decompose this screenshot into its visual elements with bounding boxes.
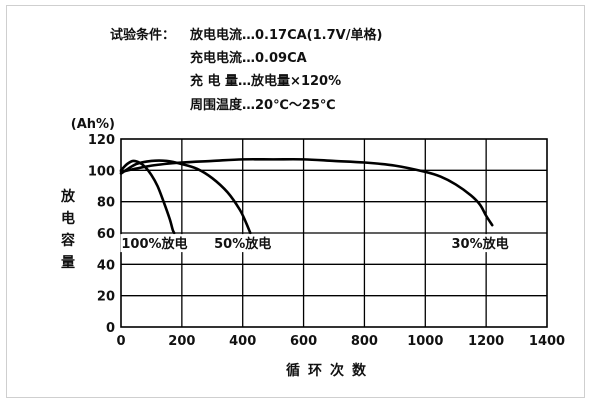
annotation-bg (208, 234, 277, 253)
x-tick-label: 400 (229, 334, 256, 349)
annotations: 100%放电 50%放电 30%放电 (120, 234, 515, 253)
tick-labels: 0 200 400 600 800 1000 1200 1400 0 20 40 60 80 100 120… (71, 117, 565, 349)
x-tick-label: 1000 (407, 334, 443, 349)
condition-charge-current: 充电电流…0.09CA (190, 51, 307, 66)
y-axis-label: 放电容量 (61, 189, 75, 271)
y-tick-label: 60 (97, 227, 115, 242)
condition-discharge-current: 放电电流…0.17CA(1.7V/单格) (190, 28, 383, 43)
y-tick-label: 20 (97, 290, 115, 305)
x-tick-label: 1400 (529, 334, 565, 349)
annotation-label: 50%放电 (214, 236, 271, 252)
x-axis-label: 循环次数 (286, 363, 374, 379)
y-unit-label: (Ah%) (71, 117, 115, 132)
series-line-2 (119, 157, 494, 227)
condition-ambient-temperature: 周围温度…20℃～25℃ (190, 98, 336, 113)
series-line-1 (119, 159, 252, 235)
series-lines (119, 157, 494, 235)
y-tick-label: 40 (97, 258, 115, 273)
annotation-label: 30%放电 (451, 236, 508, 252)
condition-charge-amount: 充 电 量…放电量×120% (190, 74, 342, 89)
y-tick-label: 80 (97, 196, 115, 211)
x-tick-label: 600 (290, 334, 317, 349)
annotation-bg (446, 234, 515, 253)
y-tick-label: 120 (88, 133, 115, 148)
x-tick-label: 1200 (468, 334, 504, 349)
conditions-header: 试验条件： (110, 28, 176, 43)
series-line-0 (119, 159, 176, 235)
chart-frame (6, 5, 585, 398)
y-tick-label: 100 (88, 164, 115, 179)
annotation-bg (120, 234, 189, 253)
y-tick-label: 0 (106, 321, 115, 336)
grid (120, 138, 548, 328)
x-tick-label: 800 (351, 334, 378, 349)
x-tick-label: 200 (168, 334, 195, 349)
annotation-label: 100%放电 (121, 236, 187, 252)
x-tick-label: 0 (116, 334, 125, 349)
